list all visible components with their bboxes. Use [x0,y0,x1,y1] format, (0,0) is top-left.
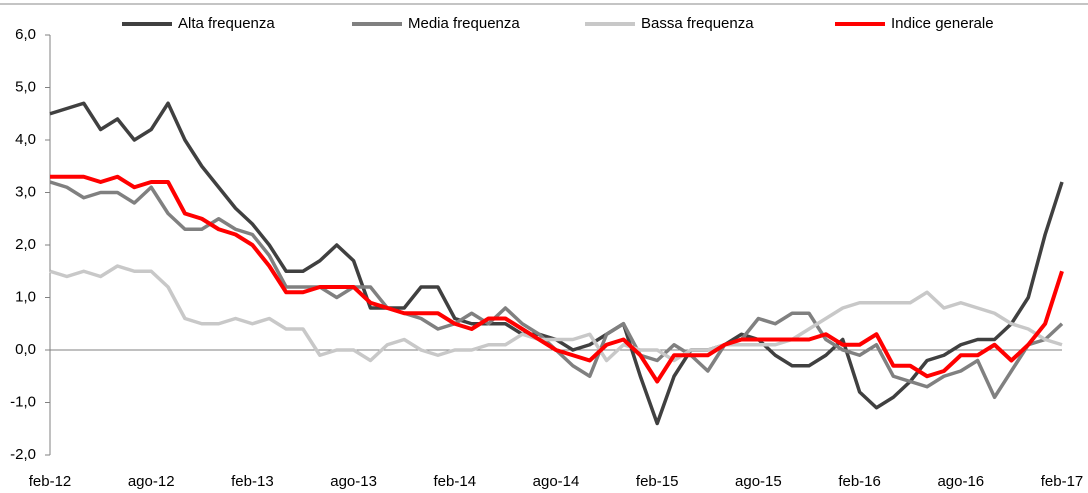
y-tick-label: 0,0 [15,341,36,358]
series-line [49,264,1063,363]
series-line [49,101,1064,426]
legend-label: Indice generale [891,15,994,32]
x-tick-label: feb-14 [434,473,477,490]
y-tick-label: 1,0 [15,288,36,305]
x-tick-label: ago-15 [735,473,782,490]
x-tick-label: ago-14 [533,473,580,490]
legend-label: Media frequenza [408,15,520,32]
x-tick-label: feb-12 [29,473,72,490]
y-tick-label: 2,0 [15,236,36,253]
x-tick-label: ago-12 [128,473,175,490]
x-tick-label: feb-15 [636,473,679,490]
x-tick-label: feb-16 [838,473,881,490]
x-tick-label: ago-13 [330,473,377,490]
y-tick-label: 5,0 [15,78,36,95]
series-line [50,174,1064,384]
x-tick-label: feb-13 [231,473,274,490]
y-tick-label: 6,0 [15,26,36,43]
x-tick-label: ago-16 [937,473,984,490]
x-tick-label: feb-17 [1041,473,1084,490]
y-tick-label: -1,0 [10,393,36,410]
y-tick-label: -2,0 [10,446,36,463]
legend-label: Alta frequenza [178,15,275,32]
legend-label: Bassa frequenza [641,15,754,32]
y-tick-label: 4,0 [15,131,36,148]
y-tick-label: 3,0 [15,183,36,200]
